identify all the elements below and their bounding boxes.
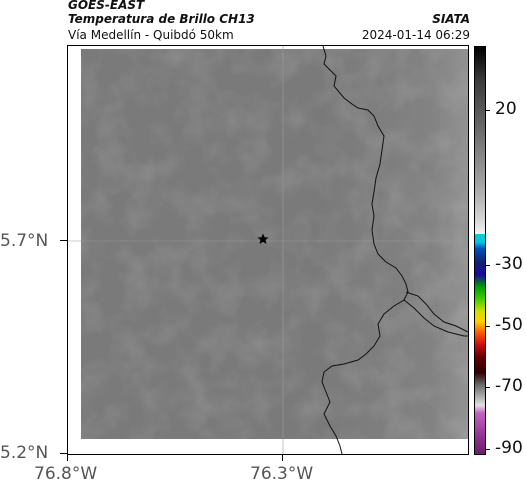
location-label: Vía Medellín - Quibdó 50km [68, 28, 234, 42]
star-icon [257, 233, 269, 244]
lon-tick-2 [282, 454, 283, 461]
colorbar-label-m50: -50 [495, 315, 523, 335]
lat-tick-2 [60, 453, 67, 454]
colorbar-label-m30: -30 [495, 254, 523, 274]
colorbar-tick-m30 [485, 265, 490, 266]
lon-tick-1 [67, 454, 68, 461]
satellite-map [68, 46, 468, 454]
brightness-east-highlight [318, 49, 468, 439]
lat-label-1: 5.7°N [0, 231, 49, 251]
colorbar-tick-m50 [485, 326, 490, 327]
colorbar [474, 46, 486, 455]
border-line-branch [405, 291, 468, 333]
map-panel[interactable] [67, 45, 469, 455]
timestamp-label: 2024-01-14 06:29 [361, 28, 470, 42]
colorbar-tick-m70 [485, 387, 490, 388]
organization-label: SIATA [432, 12, 470, 26]
colorbar-label-m90: -90 [495, 438, 523, 458]
colorbar-label-20: 20 [495, 99, 517, 119]
colorbar-tick-20 [485, 110, 490, 111]
border-line-east [321, 46, 409, 454]
lat-tick-1 [60, 240, 67, 241]
lat-label-2: 5.2°N [0, 443, 49, 463]
lon-label-2: 76.3°W [250, 464, 314, 484]
colorbar-label-m70: -70 [495, 376, 523, 396]
lon-label-1: 76.8°W [34, 464, 98, 484]
product-title: Temperatura de Brillo CH13 [68, 12, 255, 26]
satellite-title: GOES-EAST [68, 0, 145, 12]
colorbar-tick-m90 [485, 449, 490, 450]
border-line-southeast [403, 299, 468, 337]
